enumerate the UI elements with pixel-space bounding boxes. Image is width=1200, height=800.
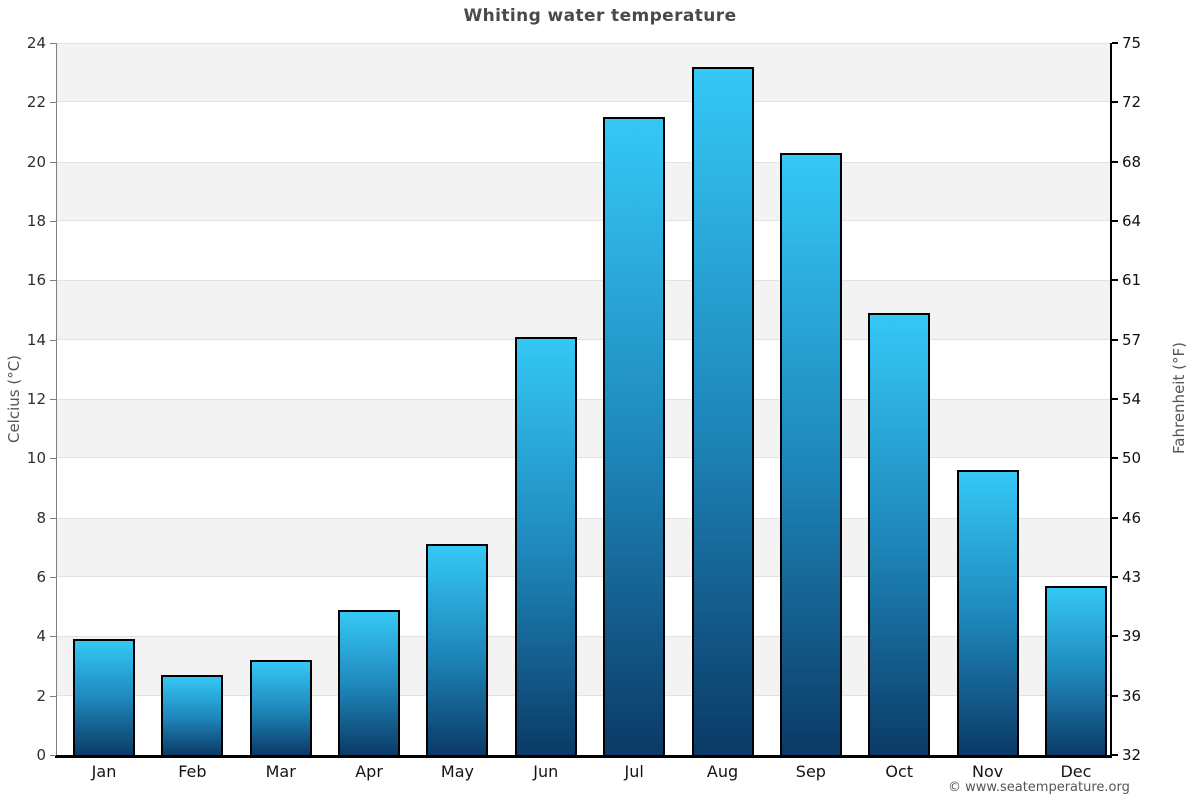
- y-tick-label-celsius: 24: [26, 34, 46, 52]
- grid-band: [57, 458, 1110, 518]
- y-tick-label-celsius: 0: [36, 746, 46, 764]
- y-tick-mark-fahrenheit: [1112, 516, 1118, 519]
- x-category-label-mar: Mar: [265, 762, 296, 781]
- grid-band: [57, 161, 1110, 221]
- x-category-label-jan: Jan: [91, 762, 117, 781]
- grid-band: [57, 636, 1110, 696]
- y-tick-mark-celsius: [50, 399, 56, 400]
- y-tick-mark-fahrenheit: [1112, 754, 1118, 756]
- y-tick-label-fahrenheit: 32: [1122, 746, 1142, 764]
- grid-band: [57, 517, 1110, 577]
- y-tick-mark-fahrenheit: [1112, 338, 1118, 341]
- y-tick-mark-fahrenheit: [1112, 576, 1118, 578]
- y-tick-label-fahrenheit: 64: [1122, 212, 1142, 230]
- y-tick-label-celsius: 4: [36, 627, 46, 646]
- bar-aug: [691, 66, 754, 755]
- x-category-label-feb: Feb: [178, 762, 207, 781]
- y-tick-label-celsius: 16: [26, 271, 46, 290]
- y-tick-mark-fahrenheit: [1112, 101, 1118, 104]
- y-tick-mark-fahrenheit: [1112, 220, 1118, 222]
- bar-apr: [338, 609, 401, 755]
- x-axis-line: [55, 755, 1112, 758]
- grid-band: [57, 102, 1110, 162]
- y-tick-label-celsius: 22: [26, 93, 46, 112]
- y-tick-mark-fahrenheit: [1112, 457, 1118, 460]
- y-tick-mark-celsius: [50, 221, 56, 222]
- bar-jul: [603, 117, 666, 755]
- y-tick-label-fahrenheit: 75: [1122, 34, 1142, 52]
- y-tick-mark-fahrenheit: [1112, 279, 1118, 282]
- x-category-label-jul: Jul: [624, 762, 644, 781]
- y-tick-mark-celsius: [50, 517, 56, 519]
- y-tick-label-fahrenheit: 61: [1122, 271, 1142, 290]
- y-tick-label-celsius: 8: [36, 508, 46, 527]
- y-tick-mark-celsius: [50, 636, 56, 638]
- y-tick-label-celsius: 6: [36, 568, 46, 586]
- y-tick-mark-fahrenheit: [1112, 398, 1118, 400]
- y-tick-mark-celsius: [50, 755, 56, 756]
- y-tick-mark-celsius: [50, 458, 56, 460]
- y-tick-mark-fahrenheit: [1112, 160, 1118, 163]
- bar-oct: [868, 312, 931, 755]
- bar-jan: [73, 639, 135, 755]
- y-tick-mark-fahrenheit: [1112, 42, 1118, 44]
- y-tick-label-fahrenheit: 46: [1122, 508, 1142, 527]
- y-tick-mark-celsius: [50, 280, 56, 282]
- y-tick-mark-fahrenheit: [1112, 694, 1118, 697]
- y-tick-label-fahrenheit: 68: [1122, 152, 1142, 171]
- x-category-label-oct: Oct: [885, 762, 914, 781]
- copyright-text: © www.seatemperature.org: [948, 780, 1130, 795]
- grid-band: [57, 399, 1110, 459]
- y-tick-mark-fahrenheit: [1112, 635, 1118, 638]
- bar-jun: [514, 336, 577, 755]
- bar-sep: [779, 152, 842, 755]
- bar-may: [426, 544, 489, 755]
- right-axis-line: [1110, 43, 1112, 758]
- y-tick-mark-celsius: [50, 161, 56, 163]
- y-tick-mark-celsius: [50, 695, 56, 697]
- x-category-label-jun: Jun: [533, 762, 559, 781]
- y-tick-mark-celsius: [50, 339, 56, 341]
- y-tick-label-celsius: 14: [26, 330, 46, 349]
- y-tick-label-fahrenheit: 57: [1122, 330, 1142, 349]
- y-tick-label-celsius: 2: [36, 686, 46, 705]
- y-tick-label-fahrenheit: 43: [1122, 568, 1142, 586]
- y-axis-label-fahrenheit: Fahrenheit (°F): [1170, 342, 1188, 454]
- y-tick-label-fahrenheit: 54: [1122, 390, 1142, 408]
- y-tick-mark-celsius: [50, 102, 56, 104]
- x-category-label-nov: Nov: [971, 762, 1004, 781]
- y-tick-label-celsius: 12: [26, 390, 46, 408]
- x-category-label-dec: Dec: [1060, 762, 1092, 781]
- bar-nov: [956, 470, 1019, 755]
- bar-dec: [1044, 585, 1107, 755]
- left-axis-line: [56, 43, 57, 755]
- y-tick-mark-celsius: [50, 43, 56, 44]
- grid-band: [57, 221, 1110, 281]
- bar-feb: [161, 674, 224, 755]
- x-category-label-aug: Aug: [706, 762, 739, 781]
- bar-mar: [249, 660, 312, 755]
- y-tick-label-fahrenheit: 36: [1122, 686, 1142, 705]
- y-tick-label-celsius: 18: [26, 212, 46, 230]
- x-category-label-sep: Sep: [795, 762, 826, 781]
- y-tick-label-celsius: 10: [26, 449, 46, 468]
- plot-area: [57, 43, 1110, 755]
- y-tick-label-fahrenheit: 72: [1122, 93, 1142, 112]
- y-tick-mark-celsius: [50, 577, 56, 578]
- grid-band: [57, 280, 1110, 340]
- y-tick-label-fahrenheit: 50: [1122, 449, 1142, 468]
- y-tick-label-fahrenheit: 39: [1122, 627, 1142, 646]
- chart-title: Whiting water temperature: [463, 6, 737, 26]
- grid-band: [57, 43, 1110, 103]
- x-category-label-may: May: [440, 762, 474, 781]
- grid-band: [57, 577, 1110, 637]
- y-tick-label-celsius: 20: [26, 152, 46, 171]
- grid-band: [57, 339, 1110, 399]
- x-category-label-apr: Apr: [355, 762, 383, 781]
- grid-band: [57, 695, 1110, 755]
